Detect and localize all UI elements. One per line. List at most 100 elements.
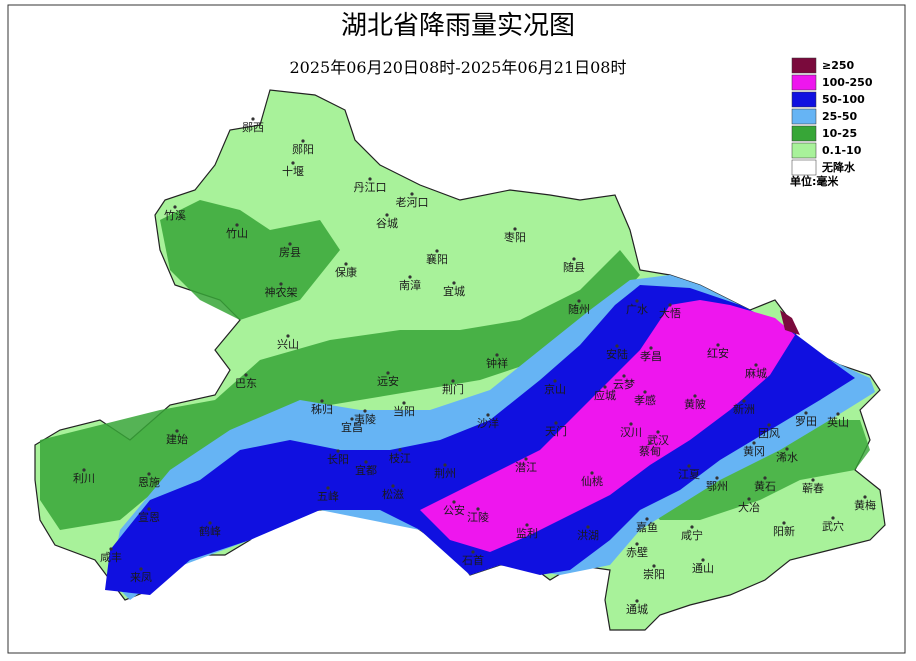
place-label: 钟祥 [486,356,508,370]
place-label: 五峰 [317,490,339,503]
map-subtitle: 2025年06月20日08时-2025年06月21日08时 [289,58,626,77]
place-dot [495,353,499,357]
legend-label: 50-100 [822,93,865,106]
place-label: 黄石 [754,479,776,493]
place-label: 嘉鱼 [636,520,658,534]
place-label: 公安 [443,503,465,517]
place-dot [368,177,372,181]
place-label: 竹溪 [164,208,186,222]
place-label: 蔡甸 [639,445,661,458]
place-dot [863,495,867,499]
place-dot [175,429,179,433]
place-dot [279,282,283,286]
place-dot [629,422,633,426]
place-label: 老河口 [396,196,429,209]
zone-ge-250 [780,310,800,335]
place-dot [486,413,490,417]
place-label: 丹江口 [354,181,387,194]
place-dot [586,525,590,529]
place-dot [364,460,368,464]
place-dot [452,281,456,285]
place-label: 宣恩 [138,510,160,524]
zone-100-250 [420,300,795,552]
place-label: 鹤峰 [199,524,221,538]
place-label: 云梦 [613,378,635,391]
place-dot [320,399,324,403]
place-label: 宜都 [355,463,377,477]
legend-swatch [791,57,817,74]
legend-swatch [791,91,817,108]
place-label: 安陆 [606,347,628,361]
place-dot [326,486,330,490]
place-dot [173,205,177,209]
place-dot [336,449,340,453]
place-dot [350,417,354,421]
place-dot [139,567,143,571]
place-label: 咸宁 [681,528,703,542]
place-label: 黄冈 [743,444,765,458]
place-label: 枝江 [389,451,411,465]
place-dot [344,262,348,266]
place-label: 石首 [462,553,484,567]
place-dot [635,299,639,303]
place-label: 当阳 [393,404,415,418]
place-dot [649,346,653,350]
place-label: 洪湖 [577,528,599,542]
place-dot [291,161,295,165]
place-dot [402,401,406,405]
place-label: 江夏 [678,468,700,481]
place-dot [391,484,395,488]
place-label: 巴东 [235,377,257,390]
place-label: 天门 [545,424,567,438]
place-dot [767,423,771,427]
place-dot [742,399,746,403]
place-dot [782,521,786,525]
place-label: 随县 [563,260,585,274]
place-dot [513,227,517,231]
legend-label: 25-50 [822,110,858,123]
place-label: 十堰 [282,164,304,178]
place-label: 新洲 [733,402,755,416]
place-dot [603,385,607,389]
place-dot [615,344,619,348]
place-label: 秭归 [311,402,333,416]
place-label: 武穴 [822,519,844,533]
legend-label: 无降水 [821,160,856,174]
place-dot [715,476,719,480]
place-label: 谷城 [376,217,398,230]
place-label: 沙洋 [477,416,499,430]
place-label: 南漳 [399,278,421,292]
place-label: 夷陵 [354,413,376,426]
place-dot [398,448,402,452]
place-label: 黄陂 [684,397,706,411]
place-label: 恩施 [138,476,160,489]
place-dot [288,242,292,246]
place-dot [635,542,639,546]
zone-10-25 [160,200,340,320]
place-label: 荆门 [442,382,464,396]
place-dot [147,507,151,511]
place-dot [235,223,239,227]
place-label: 松滋 [382,487,404,501]
place-label: 广水 [626,303,648,316]
place-label: 孝昌 [640,350,662,363]
place-dot [410,192,414,196]
place-label: 襄阳 [426,252,448,266]
place-label: 团风 [758,427,780,440]
place-dot [831,516,835,520]
place-label: 潜江 [515,460,537,474]
place-label: 阳新 [773,524,795,538]
place-dot [622,374,626,378]
place-dot [752,441,756,445]
place-dot [147,472,151,476]
place-dot [471,550,475,554]
legend-swatch [791,108,817,125]
place-dot [635,599,639,603]
place-label: 孝感 [634,394,656,407]
place-label: 黄梅 [854,498,876,512]
place-label: 宜昌 [341,420,363,434]
place-label: 枣阳 [504,231,526,244]
place-label: 罗田 [795,415,817,428]
place-label: 江陵 [467,511,489,524]
place-dot [763,476,767,480]
